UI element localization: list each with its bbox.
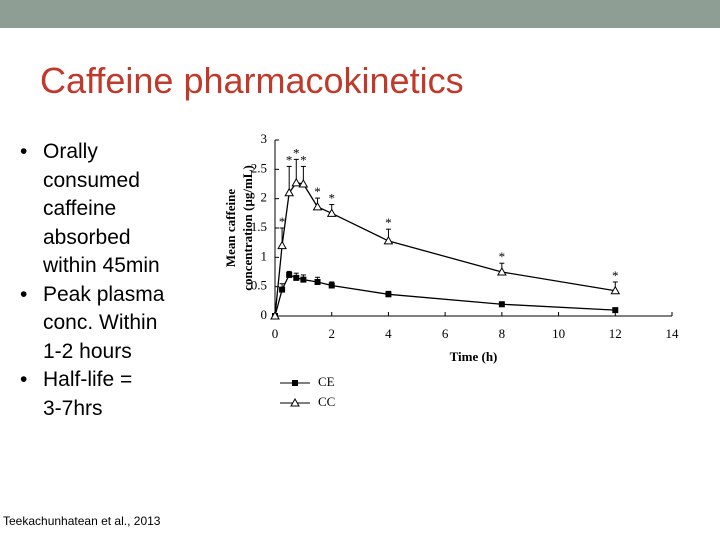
- legend-label: CC: [318, 394, 335, 409]
- data-point: [496, 266, 507, 276]
- bullet-line: Peak plasma: [43, 282, 165, 306]
- data-point: [385, 291, 392, 298]
- data-point: [291, 177, 302, 187]
- x-tick-label: 8: [499, 326, 506, 341]
- x-tick-label: 12: [609, 326, 622, 341]
- data-point: [298, 178, 309, 188]
- y-axis-label: Mean caffeine: [223, 189, 238, 268]
- y-tick-label: 1.5: [251, 219, 267, 234]
- data-point: [293, 274, 300, 281]
- x-tick-label: 4: [385, 326, 392, 341]
- y-tick-label: 0.5: [251, 278, 267, 293]
- header-bar: [0, 0, 720, 28]
- y-tick-label: 3: [261, 131, 268, 146]
- significance-label: *: [385, 215, 392, 230]
- bullet: Peak plasma conc. Within 1-2 hours: [20, 281, 164, 367]
- data-point: [610, 285, 621, 295]
- x-tick-label: 6: [442, 326, 449, 341]
- legend-marker: [292, 380, 298, 386]
- data-point: [312, 201, 323, 211]
- y-tick-label: 1: [261, 248, 268, 263]
- data-point: [286, 271, 293, 278]
- citation: Teekachunhatean et al., 2013: [3, 514, 161, 528]
- bullet-line: within 45min: [43, 254, 160, 277]
- x-tick-label: 0: [272, 326, 279, 341]
- data-point: [612, 307, 619, 314]
- bullet: Half-life = 3-7hrs: [20, 366, 164, 423]
- bullet-line: Orally: [43, 140, 98, 163]
- y-tick-label: 2: [261, 190, 268, 205]
- bullet-line: Half-life =: [43, 368, 133, 391]
- data-point: [279, 286, 286, 293]
- x-tick-label: 14: [666, 326, 680, 341]
- bullet-line: conc. Within: [43, 311, 158, 334]
- legend-marker: [290, 397, 300, 407]
- data-point: [314, 278, 321, 285]
- significance-label: *: [328, 191, 335, 206]
- x-axis-label: Time (h): [450, 349, 498, 364]
- data-point: [300, 276, 307, 283]
- bullet-line: caffeine: [43, 197, 117, 220]
- bullet-line: 3-7hrs: [43, 396, 103, 420]
- x-tick-label: 10: [552, 326, 565, 341]
- bullet-line: consumed: [43, 168, 140, 192]
- significance-label: *: [499, 249, 506, 264]
- bullet-line: absorbed: [43, 225, 131, 249]
- significance-label: *: [612, 268, 619, 283]
- data-point: [498, 301, 505, 308]
- series-line: [274, 182, 616, 317]
- data-point: [328, 282, 335, 289]
- slide-title: Caffeine pharmacokinetics: [40, 60, 464, 101]
- data-point: [383, 235, 394, 245]
- significance-label: *: [314, 184, 321, 199]
- significance-label: *: [293, 145, 300, 160]
- data-point: [284, 187, 295, 197]
- series-line: [274, 274, 616, 317]
- bullet-line: 1-2 hours: [43, 339, 132, 363]
- y-tick-label: 2.5: [251, 160, 267, 175]
- bullet: Orally consumed caffeine absorbed within 45m…: [20, 138, 164, 281]
- legend-label: CE: [318, 374, 335, 389]
- significance-label: *: [300, 152, 307, 167]
- significance-label: *: [279, 214, 286, 229]
- significance-label: *: [286, 152, 293, 167]
- data-point: [270, 310, 280, 320]
- y-axis-label: concentration (µg/mL): [240, 165, 255, 291]
- data-point: [326, 208, 337, 217]
- data-point: [277, 240, 287, 250]
- y-tick-label: 0: [261, 307, 268, 322]
- bullet-list: Orally consumed caffeine absorbed within 45m…: [20, 138, 164, 423]
- x-tick-label: 2: [328, 326, 335, 341]
